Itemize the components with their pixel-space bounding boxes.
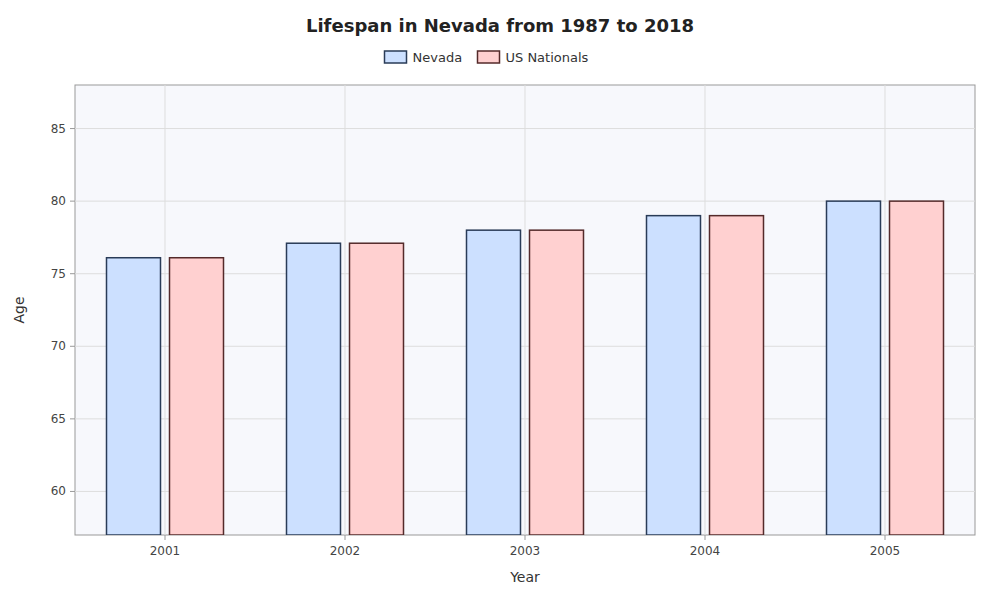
bar [467,230,521,535]
x-grid-line [705,85,706,535]
grid [75,85,975,535]
x-tick [345,535,346,540]
legend-label: Nevada [413,50,463,65]
y-tick [70,491,75,492]
y-tick-label: 85 [51,122,66,136]
x-tick-label: 2005 [870,544,901,558]
bar [530,230,584,535]
x-tick-label: 2003 [510,544,541,558]
y-tick-label: 70 [51,339,66,353]
bar [170,258,224,535]
y-tick [70,346,75,347]
bar [827,201,881,535]
plot-frame [75,85,975,535]
legend-swatch [478,51,500,63]
x-grid-line [345,85,346,535]
x-tick-label: 2004 [690,544,721,558]
chart-container: 60 65 70 75 80 85 2001 2002 2003 2004 2005 Year Age L… [0,0,1000,600]
bar [350,243,404,535]
bars [107,201,944,535]
bar [647,216,701,535]
x-tick [885,535,886,540]
y-tick-label: 60 [51,484,66,498]
bar [287,243,341,535]
x-tick [165,535,166,540]
y-tick-label: 80 [51,194,66,208]
bar [890,201,944,535]
y-tick-label: 65 [51,412,66,426]
x-tick-label: 2001 [150,544,181,558]
x-grid-line [525,85,526,535]
title: Lifespan in Nevada from 1987 to 2018 [306,15,694,36]
x-grid-line [165,85,166,535]
y-tick-label: 75 [51,267,66,281]
x-tick-label: 2002 [330,544,361,558]
x-tick [525,535,526,540]
y-tick [70,418,75,419]
chart-svg: 60 65 70 75 80 85 2001 2002 2003 2004 2005 Year Age L… [0,0,1000,600]
y-axis-label: Age [11,296,27,323]
y-tick [70,128,75,129]
legend-label: US Nationals [506,50,589,65]
x-tick [705,535,706,540]
x-axis-label: Year [509,569,540,585]
legend-swatch [385,51,407,63]
y-tick [70,201,75,202]
legend: Nevada US Nationals [385,50,589,65]
bar [107,258,161,535]
bar [710,216,764,535]
x-grid-line [885,85,886,535]
y-tick [70,273,75,274]
